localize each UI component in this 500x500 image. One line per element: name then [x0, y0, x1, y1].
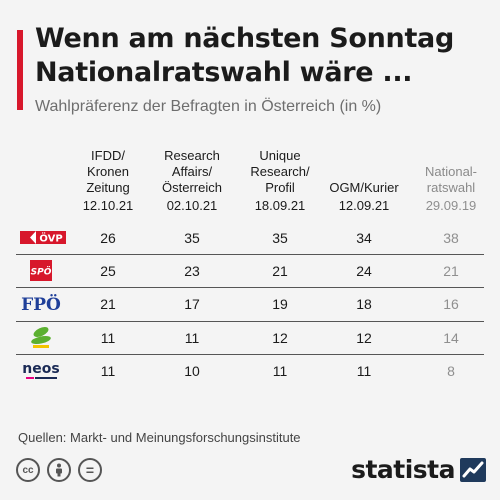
column-date: 18.09.21 — [254, 198, 306, 213]
value-cell: 25 — [100, 263, 116, 280]
column-header: OGM/Kurier — [322, 180, 406, 196]
value-cell: 8 — [447, 362, 455, 379]
column-header-line: Research — [164, 148, 220, 163]
column-header-line: IFDD/ — [91, 148, 125, 163]
svg-text:SPÖ: SPÖ — [31, 267, 52, 278]
table-row: ÖVP — [16, 221, 486, 254]
column-header-line: Kronen — [87, 164, 129, 179]
column-header-line: Research/ — [250, 164, 310, 179]
value-cell: 21 — [100, 296, 116, 313]
chart-title: Wenn am nächsten Sonntag Nationalratswah… — [35, 22, 485, 90]
svg-text:neos: neos — [22, 361, 59, 377]
gruene-logo — [31, 326, 51, 348]
value-cell: 17 — [184, 296, 200, 313]
value-cell: 35 — [184, 230, 200, 246]
svg-text:ÖVP: ÖVP — [39, 231, 62, 245]
neos-logo: neos — [22, 361, 60, 379]
chart-subtitle: Wahlpräferenz der Befragten in Österreic… — [35, 98, 382, 115]
row-divider — [16, 320, 484, 322]
party-logo: FPÖ — [16, 287, 72, 320]
row-divider — [16, 287, 484, 289]
value-cell: 38 — [443, 230, 459, 246]
table-row: FPÖ — [16, 287, 486, 320]
party-logo: neos — [16, 354, 72, 387]
column-header-line: ratswahl — [426, 180, 476, 195]
column-header-line: Unique — [259, 148, 301, 163]
value-cell: 24 — [356, 263, 372, 280]
table-row: SPÖ — [16, 254, 486, 287]
column-header: IFDD/Kronen Zeitung — [66, 148, 150, 196]
cc-icon[interactable]: cc — [16, 458, 40, 482]
value-cell: 21 — [443, 263, 459, 280]
value-cell: 26 — [100, 230, 116, 246]
statista-logo-icon — [460, 457, 486, 482]
party-logo — [16, 321, 72, 354]
value-cell: 11 — [356, 362, 372, 379]
value-cell: 21 — [272, 263, 288, 280]
table-row: neos — [16, 354, 486, 387]
spoe-logo: SPÖ — [30, 260, 52, 282]
by-icon[interactable] — [47, 458, 71, 482]
value-cell: 12 — [272, 329, 288, 346]
column-header: Unique Research/Profil — [238, 148, 322, 196]
value-cell: 18 — [356, 296, 372, 313]
column-date: 12.10.21 — [82, 198, 134, 213]
column-header-line: Zeitung — [86, 180, 130, 195]
table-row — [16, 321, 486, 354]
accent-bar — [17, 30, 23, 110]
value-cell: 19 — [272, 296, 288, 313]
column-header: Research Affairs/Österreich — [150, 148, 234, 196]
column-header-line: Profil — [265, 180, 295, 195]
value-cell: 10 — [184, 362, 200, 379]
value-cell: 35 — [272, 230, 288, 246]
title-line-1: Wenn am nächsten Sonntag — [35, 23, 454, 54]
row-divider — [16, 353, 484, 355]
value-cell: 11 — [184, 329, 200, 346]
column-header: National-ratswahl — [409, 164, 493, 196]
value-cell: 14 — [443, 329, 459, 346]
column-header-line: OGM/Kurier — [329, 180, 399, 195]
title-line-2: Nationalratswahl wäre ... — [35, 57, 413, 88]
column-header-line: National- — [424, 164, 478, 179]
value-cell: 34 — [356, 230, 372, 246]
nd-icon[interactable]: = — [78, 458, 102, 482]
column-date: 29.09.19 — [425, 198, 477, 213]
value-cell: 12 — [356, 329, 372, 346]
source-note: Quellen: Markt- und Meinungsforschungsin… — [18, 430, 301, 445]
value-cell: 16 — [443, 296, 459, 313]
svg-text:FPÖ: FPÖ — [21, 294, 61, 315]
column-date: 12.09.21 — [338, 198, 390, 213]
value-cell: 11 — [272, 362, 288, 379]
row-divider — [16, 254, 484, 256]
value-cell: 11 — [100, 362, 116, 379]
party-logo: ÖVP — [16, 221, 72, 254]
statista-brand[interactable]: statista — [351, 455, 486, 484]
oevp-logo: ÖVP — [20, 231, 66, 245]
value-cell: 11 — [100, 329, 116, 346]
party-logo: SPÖ — [16, 254, 72, 287]
column-header-line: Österreich — [162, 180, 222, 195]
brand-name: statista — [351, 455, 455, 484]
column-header-line: Affairs/ — [171, 164, 213, 179]
fpoe-logo: FPÖ — [21, 294, 61, 315]
column-date: 02.10.21 — [166, 198, 218, 213]
value-cell: 23 — [184, 263, 200, 280]
